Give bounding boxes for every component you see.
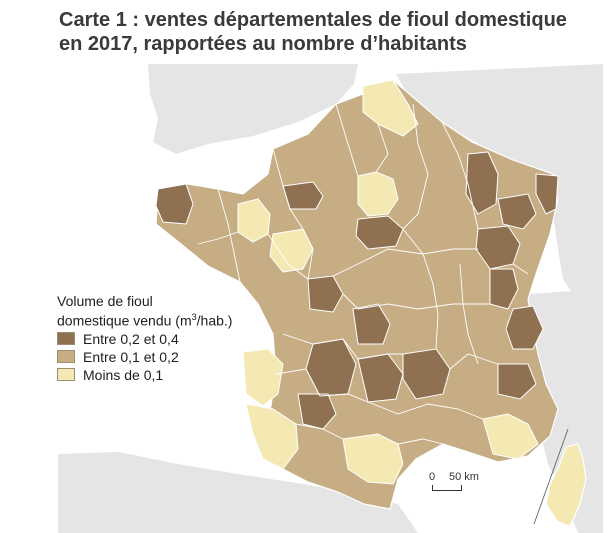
hautes-alpes: [497, 363, 537, 400]
zones-0-2-0-4: [155, 151, 559, 430]
scale-distance-label: 50 km: [449, 471, 479, 483]
scale-zero-label: 0: [429, 471, 436, 483]
gironde: [242, 348, 284, 407]
france-map: [58, 64, 603, 533]
ile-de-france: [357, 171, 399, 217]
moselle-vosges: [497, 193, 537, 230]
spain: [58, 452, 418, 533]
tarn-et-garonne: [297, 393, 337, 430]
nord-pas-de-calais: [362, 79, 419, 137]
map-title-line-2: en 2017, rapportées au nombre d’habitant…: [59, 33, 467, 55]
legend-item-low: Moins de 0,1: [57, 367, 232, 383]
legend-title-line-1: Volume de fioul: [57, 293, 153, 309]
france-mainland: [155, 79, 559, 510]
ardennes-marne: [465, 151, 499, 215]
legend-title-sup: 3: [191, 312, 197, 322]
legend-item-high: Entre 0,2 et 0,4: [57, 331, 232, 347]
legend-title: Volume de fioul domestique vendu (m3/hab…: [57, 293, 232, 329]
scale-bar: 0 50 km: [424, 471, 484, 495]
corsica: [545, 443, 587, 527]
legend-swatch-medium: [57, 350, 75, 364]
doubs-jura: [489, 268, 519, 310]
scale-bar-line: [432, 485, 462, 491]
legend-label-high: Entre 0,2 et 0,4: [83, 330, 179, 347]
cote-d-azur: [482, 413, 539, 460]
united-kingdom: [148, 64, 358, 154]
finistere: [155, 183, 194, 225]
corsica-inset-line: [533, 428, 569, 525]
bas-rhin: [535, 173, 559, 215]
legend-title-suffix: /hab.): [196, 312, 233, 329]
legend-swatch-high: [57, 332, 75, 346]
legend-label-medium: Entre 0,1 et 0,2: [83, 348, 179, 365]
map-title-line-1: Carte 1 : ventes départementales de fiou…: [59, 9, 567, 31]
legend-item-medium: Entre 0,1 et 0,2: [57, 349, 232, 365]
indre: [307, 275, 344, 313]
legend-title-prefix: domestique vendu (m: [57, 312, 192, 329]
legend-swatch-low: [57, 368, 75, 382]
pyrenees-orientales-herault: [342, 433, 404, 485]
belgium-germany-switzerland: [396, 64, 603, 304]
map-title: Carte 1 : ventes départementales de fiou…: [59, 8, 604, 56]
legend-label-low: Moins de 0,1: [83, 366, 164, 383]
department-borders: [197, 103, 529, 445]
map-legend: Volume de fioul domestique vendu (m3/hab…: [57, 293, 232, 383]
legend-title-line-2: domestique vendu (m3/hab.): [57, 309, 232, 329]
loiret-cher: [355, 215, 404, 250]
savoie: [505, 305, 544, 350]
landes-pyrenees-atlantiques: [245, 403, 299, 470]
allier-puy-de-dome: [352, 303, 391, 345]
zones-moins-0-1: [237, 79, 539, 485]
